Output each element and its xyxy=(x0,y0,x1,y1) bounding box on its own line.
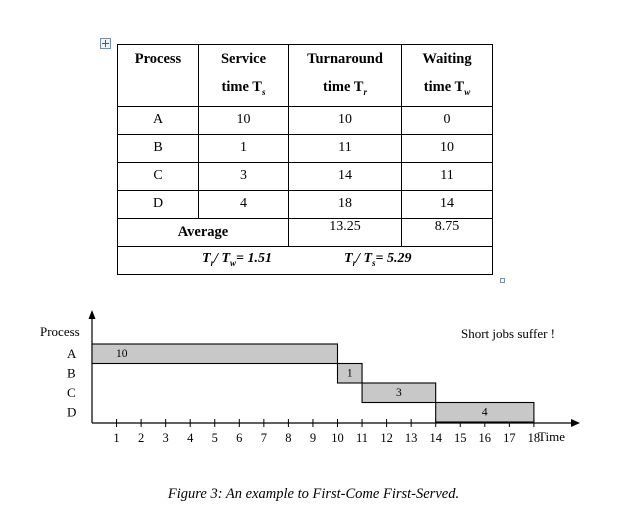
header-turnaround-line1: Turnaround xyxy=(307,51,383,67)
x-tick-label: 6 xyxy=(236,431,242,445)
cell-process: B xyxy=(117,133,199,163)
process-label-d: D xyxy=(67,405,76,420)
cell-waiting: 11 xyxy=(401,161,493,191)
y-axis-arrow-icon xyxy=(88,310,96,319)
cell-process: A xyxy=(117,105,199,135)
process-label-c: C xyxy=(67,385,76,400)
cell-service: 3 xyxy=(198,161,289,191)
x-tick-label: 4 xyxy=(187,431,194,445)
header-service-line1: Service xyxy=(220,51,267,67)
process-label-b: B xyxy=(67,366,76,381)
fcfs-table: Process Service time Ts Turnaround time … xyxy=(117,44,493,275)
process-label-a: A xyxy=(67,346,77,361)
ratio-tr-tw: Tr/ Tw= 1.51 xyxy=(202,250,273,268)
gantt-bar-label-d: 4 xyxy=(482,407,488,419)
table-move-handle-icon[interactable] xyxy=(100,38,111,49)
gantt-bar-d xyxy=(435,401,535,423)
table-header-row: Process Service time Ts Turnaround time … xyxy=(117,44,493,107)
cell-waiting: 0 xyxy=(401,105,493,135)
x-axis-arrow-icon xyxy=(571,419,580,427)
x-tick-label: 15 xyxy=(454,431,467,445)
cell-turnaround: 11 xyxy=(288,133,402,163)
x-tick-label: 3 xyxy=(163,431,169,445)
x-tick-label: 18 xyxy=(528,431,541,445)
header-waiting-line1: Waiting xyxy=(422,51,472,67)
ratio-tr-ts: Tr/ Ts= 5.29 xyxy=(344,250,412,268)
table-row: C 3 14 11 xyxy=(117,161,493,191)
table-row: B 1 11 10 xyxy=(117,133,493,163)
x-tick-label: 7 xyxy=(261,431,267,445)
y-axis-label: Process xyxy=(40,324,80,339)
x-tick-label: 5 xyxy=(212,431,218,445)
cell-turnaround: 10 xyxy=(288,105,402,135)
average-waiting: 8.75 xyxy=(401,217,493,247)
average-label: Average xyxy=(117,217,289,247)
gantt-bar-c xyxy=(361,382,437,404)
x-tick-label: 10 xyxy=(331,431,344,445)
header-process: Process xyxy=(117,44,199,107)
header-process-label: Process xyxy=(134,51,182,67)
gantt-bar-a xyxy=(91,343,339,365)
cell-service: 4 xyxy=(198,189,289,219)
header-waiting-time: Waiting time Tw xyxy=(401,44,493,107)
header-turnaround-line2: time Tr xyxy=(323,79,367,97)
x-tick-label: 12 xyxy=(380,431,393,445)
ratio-cell: Tr/ Tw= 1.51 Tr/ Ts= 5.29 xyxy=(117,245,493,275)
header-waiting-line2: time Tw xyxy=(423,79,471,97)
chart-annotation: Short jobs suffer ! xyxy=(461,326,555,341)
x-axis-label: Time xyxy=(538,429,565,444)
gantt-bar-b xyxy=(336,362,363,384)
cell-waiting: 10 xyxy=(401,133,493,163)
header-service-line2: time Ts xyxy=(221,79,266,97)
ratio-row: Tr/ Tw= 1.51 Tr/ Ts= 5.29 xyxy=(117,245,493,275)
header-service-time: Service time Ts xyxy=(198,44,289,107)
x-tick-label: 8 xyxy=(285,431,291,445)
x-tick-label: 2 xyxy=(138,431,144,445)
gantt-bar-label-a: 10 xyxy=(116,348,128,360)
header-turnaround-time: Turnaround time Tr xyxy=(288,44,402,107)
x-tick-label: 14 xyxy=(429,431,442,445)
gantt-bar-label-b: 1 xyxy=(347,368,353,380)
x-tick-label: 16 xyxy=(479,431,492,445)
gantt-bar-label-c: 3 xyxy=(396,387,402,399)
average-row: Average 13.25 8.75 xyxy=(117,217,493,247)
x-tick-label: 1 xyxy=(113,431,119,445)
average-turnaround: 13.25 xyxy=(288,217,402,247)
cell-process: D xyxy=(117,189,199,219)
figure-caption: Figure 3: An example to First-Come First… xyxy=(167,486,460,502)
cell-process: C xyxy=(117,161,199,191)
x-tick-label: 11 xyxy=(356,431,368,445)
cell-turnaround: 14 xyxy=(288,161,402,191)
x-tick-label: 17 xyxy=(503,431,516,445)
x-tick-label: 9 xyxy=(310,431,316,445)
table-resize-handle-icon[interactable] xyxy=(500,278,505,283)
table-row: D 4 18 14 xyxy=(117,189,493,219)
x-tick-label: 13 xyxy=(405,431,418,445)
